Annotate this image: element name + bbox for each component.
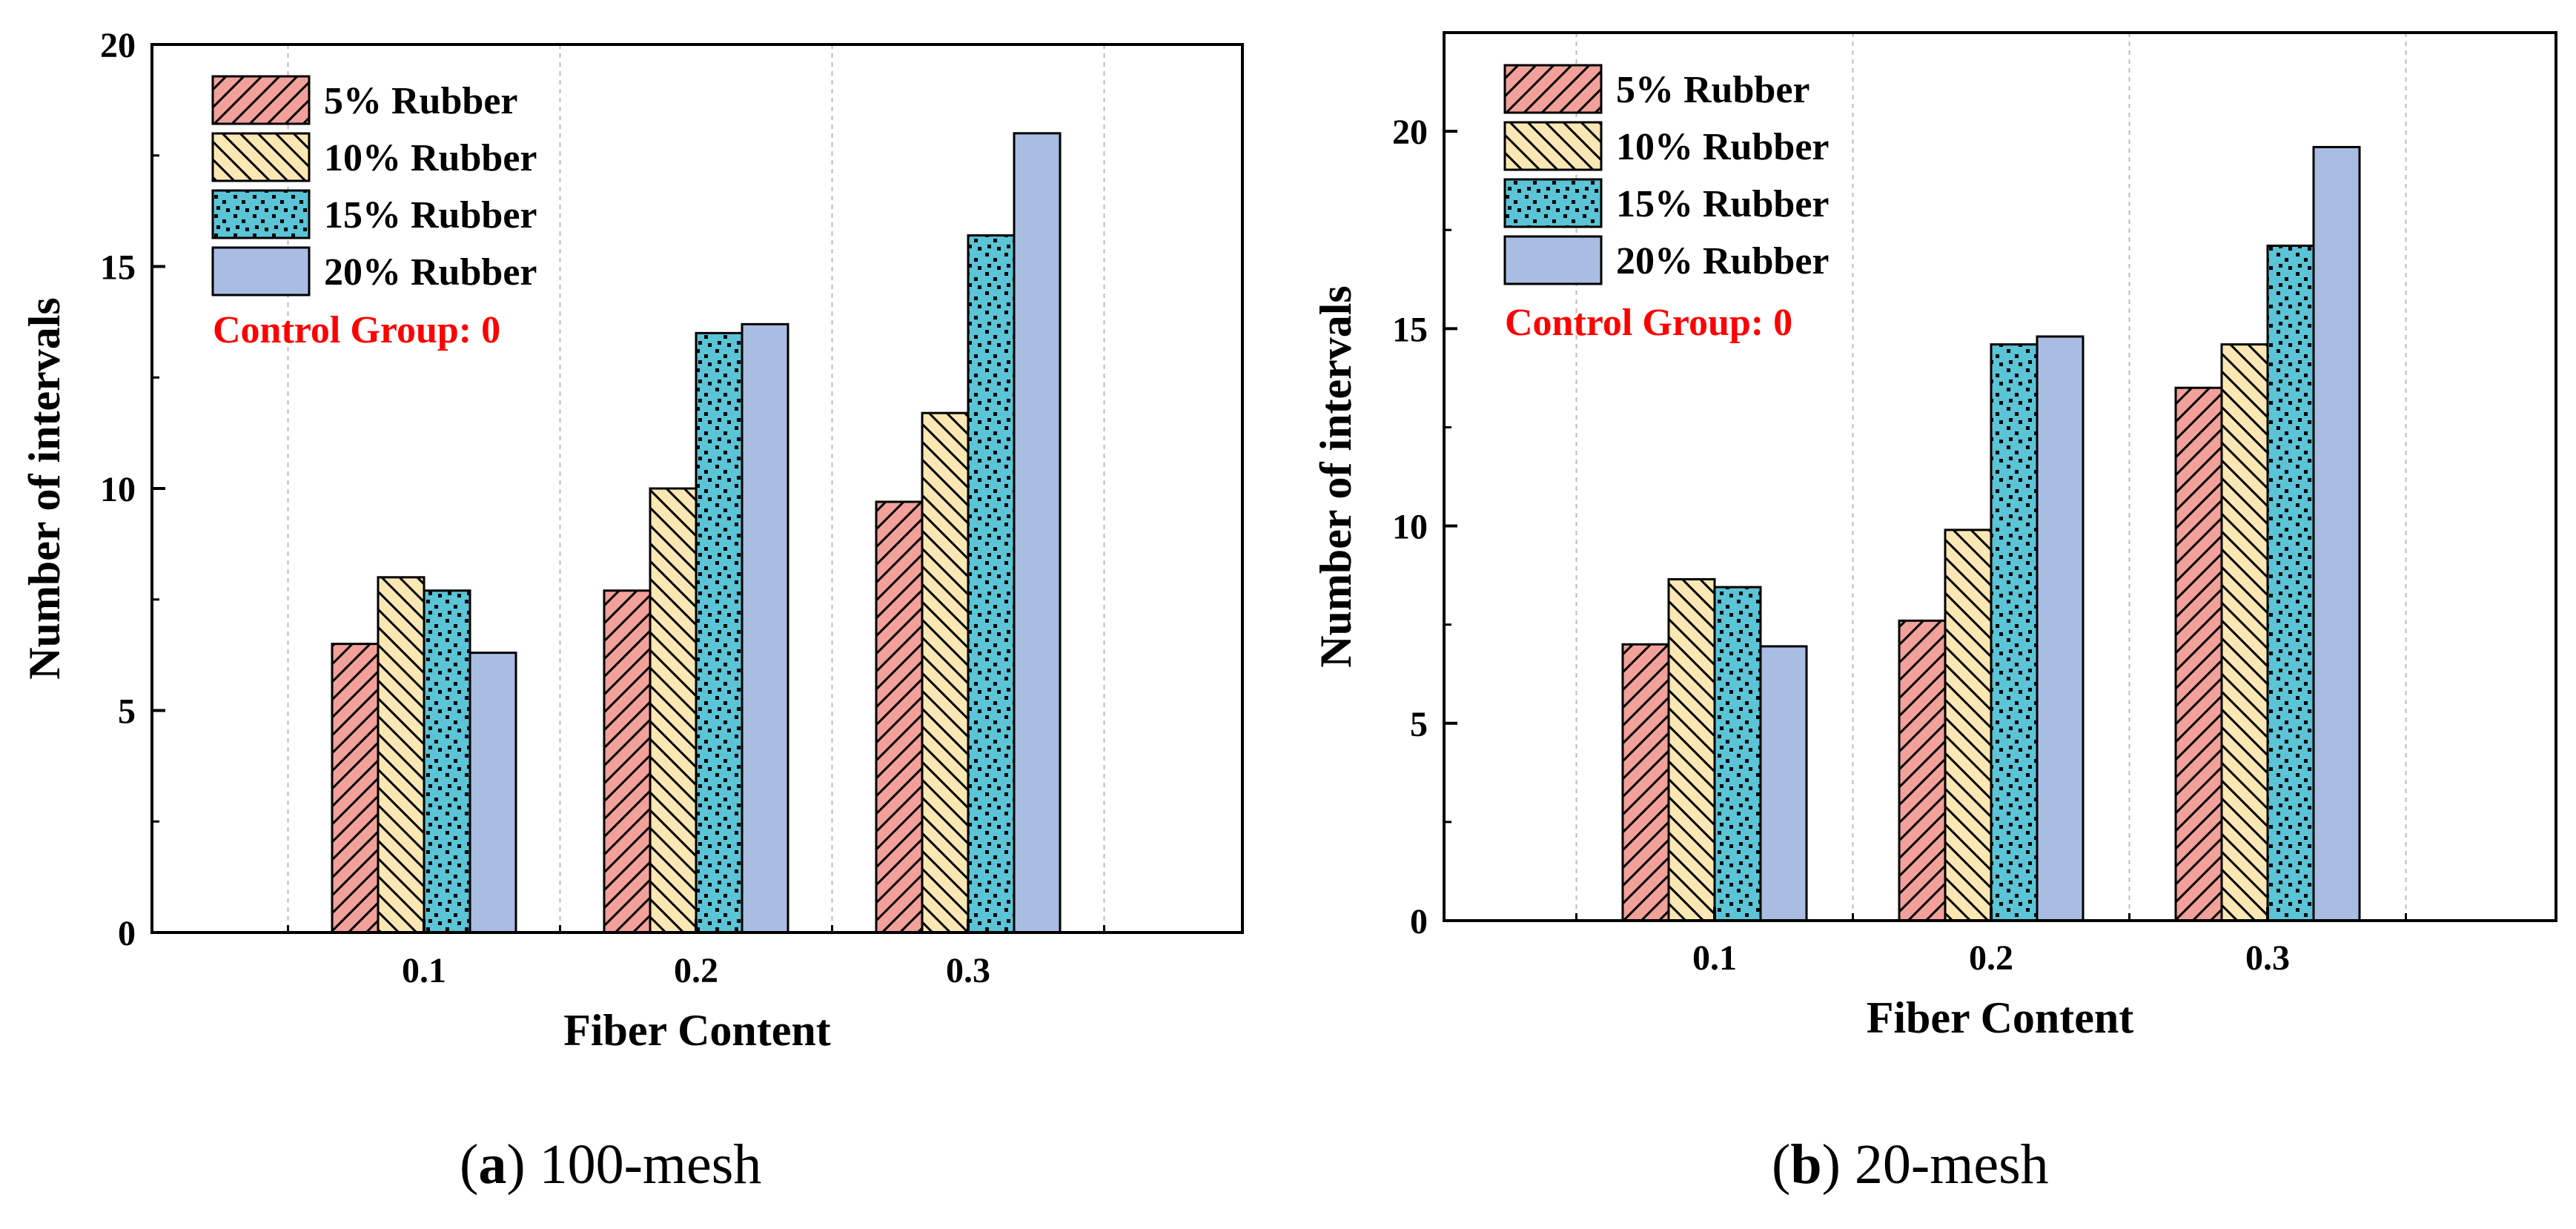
bar-20-rubber0.1	[470, 652, 516, 932]
y-axis-label: Number of intervals	[20, 297, 69, 680]
x-tick-label: 0.3	[946, 951, 990, 990]
x-tick-label: 0.1	[1692, 938, 1737, 978]
caption-b-open: (	[1772, 1133, 1791, 1196]
x-tick-label: 0.2	[1969, 938, 2013, 978]
y-tick-label: 0	[1410, 902, 1428, 941]
legend-label: 10% Rubber	[324, 137, 537, 179]
bar-20-rubber0.2	[742, 324, 788, 932]
legend-swatch-pattern	[1505, 65, 1601, 113]
legend-label: 15% Rubber	[1616, 183, 1829, 225]
legend-swatch-outline	[211, 246, 311, 297]
y-tick-label: 10	[1392, 508, 1428, 547]
caption-a: (a) 100-mesh	[460, 1133, 761, 1197]
control-group-note: Control Group: 0	[1505, 302, 1792, 344]
bar-pattern	[876, 501, 922, 932]
x-axis-label: Fiber Content	[1867, 993, 2134, 1042]
x-tick-label: 0.3	[2245, 938, 2290, 978]
bar-pattern	[378, 577, 424, 932]
legend-swatch-pattern	[213, 191, 309, 238]
legend-label: 20% Rubber	[1616, 240, 1829, 282]
bar-pattern	[1945, 529, 1991, 921]
bar-pattern	[604, 590, 650, 932]
legend-swatch	[213, 248, 309, 295]
bar-20-rubber0.1	[1761, 646, 1807, 921]
legend-swatch-outline	[211, 132, 311, 182]
bar-pattern	[2176, 388, 2222, 921]
bar-pattern	[2268, 245, 2314, 921]
control-group-note: Control Group: 0	[213, 309, 500, 351]
x-tick-label: 0.2	[674, 951, 718, 990]
caption-a-text: 100-mesh	[539, 1133, 762, 1196]
caption-b-close: )	[1821, 1133, 1855, 1196]
legend-swatch-outline	[1503, 64, 1603, 114]
legend-swatch-pattern	[213, 133, 309, 181]
y-tick-label: 5	[1410, 705, 1428, 744]
bar-pattern	[424, 590, 470, 932]
bar-pattern	[1991, 344, 2037, 921]
bar-pattern	[1623, 644, 1669, 921]
bar-pattern	[1715, 587, 1761, 921]
y-tick-label: 5	[118, 692, 136, 732]
bar-pattern	[968, 235, 1014, 932]
caption-a-open: (	[460, 1133, 479, 1196]
bar-pattern	[696, 333, 742, 933]
bar-pattern	[922, 413, 968, 932]
caption-a-close: )	[506, 1133, 540, 1196]
legend-swatch-outline	[1503, 178, 1603, 228]
legend-swatch-outline	[1503, 235, 1603, 285]
bar-20-rubber0.2	[2037, 336, 2083, 921]
legend-swatch-pattern	[1505, 122, 1601, 170]
chart-panel-a: 0 5 10 15 20 0.1 0.2 0.3 Fiber Content Number of …	[20, 26, 1244, 1055]
caption-b-letter: b	[1790, 1133, 1822, 1196]
y-axis-label: Number of intervals	[1311, 285, 1360, 668]
y-tick-label: 15	[100, 248, 136, 288]
legend-swatch-outline	[211, 189, 311, 239]
legend-label: 5% Rubber	[324, 80, 517, 122]
caption-a-letter: a	[478, 1133, 507, 1196]
legend-swatch-pattern	[213, 76, 309, 124]
legend-swatch	[1505, 236, 1601, 284]
bar-pattern	[332, 643, 378, 932]
bar-pattern	[1669, 579, 1715, 921]
chart-panel-b: 0 5 10 15 20 0.1 0.2 0.3 Fiber Content Number of …	[1311, 31, 2557, 1042]
legend-swatch-outline	[1503, 121, 1603, 171]
y-tick-label: 20	[1392, 113, 1428, 152]
bar-20-rubber0.3	[2314, 147, 2360, 921]
x-tick-label: 0.1	[402, 951, 446, 990]
y-tick-label: 15	[1392, 310, 1428, 349]
legend-swatch-outline	[211, 75, 311, 125]
bar-pattern	[2222, 344, 2268, 921]
y-tick-label: 20	[100, 26, 136, 65]
legend-label: 15% Rubber	[324, 194, 537, 236]
legend-label: 5% Rubber	[1616, 69, 1810, 111]
x-axis-label: Fiber Content	[563, 1006, 831, 1055]
bar-20-rubber0.3	[1014, 133, 1060, 932]
legend-label: 20% Rubber	[324, 251, 537, 294]
legend-label: 10% Rubber	[1616, 126, 1829, 168]
y-tick-label: 10	[100, 470, 136, 509]
legend-swatch-pattern	[1505, 179, 1601, 227]
bar-pattern	[1899, 620, 1945, 921]
y-tick-label: 0	[118, 914, 136, 953]
plot-frame	[1443, 31, 2557, 922]
bar-pattern	[650, 488, 696, 932]
caption-b-text: 20-mesh	[1854, 1133, 2049, 1196]
caption-b: (b) 20-mesh	[1772, 1133, 2049, 1197]
